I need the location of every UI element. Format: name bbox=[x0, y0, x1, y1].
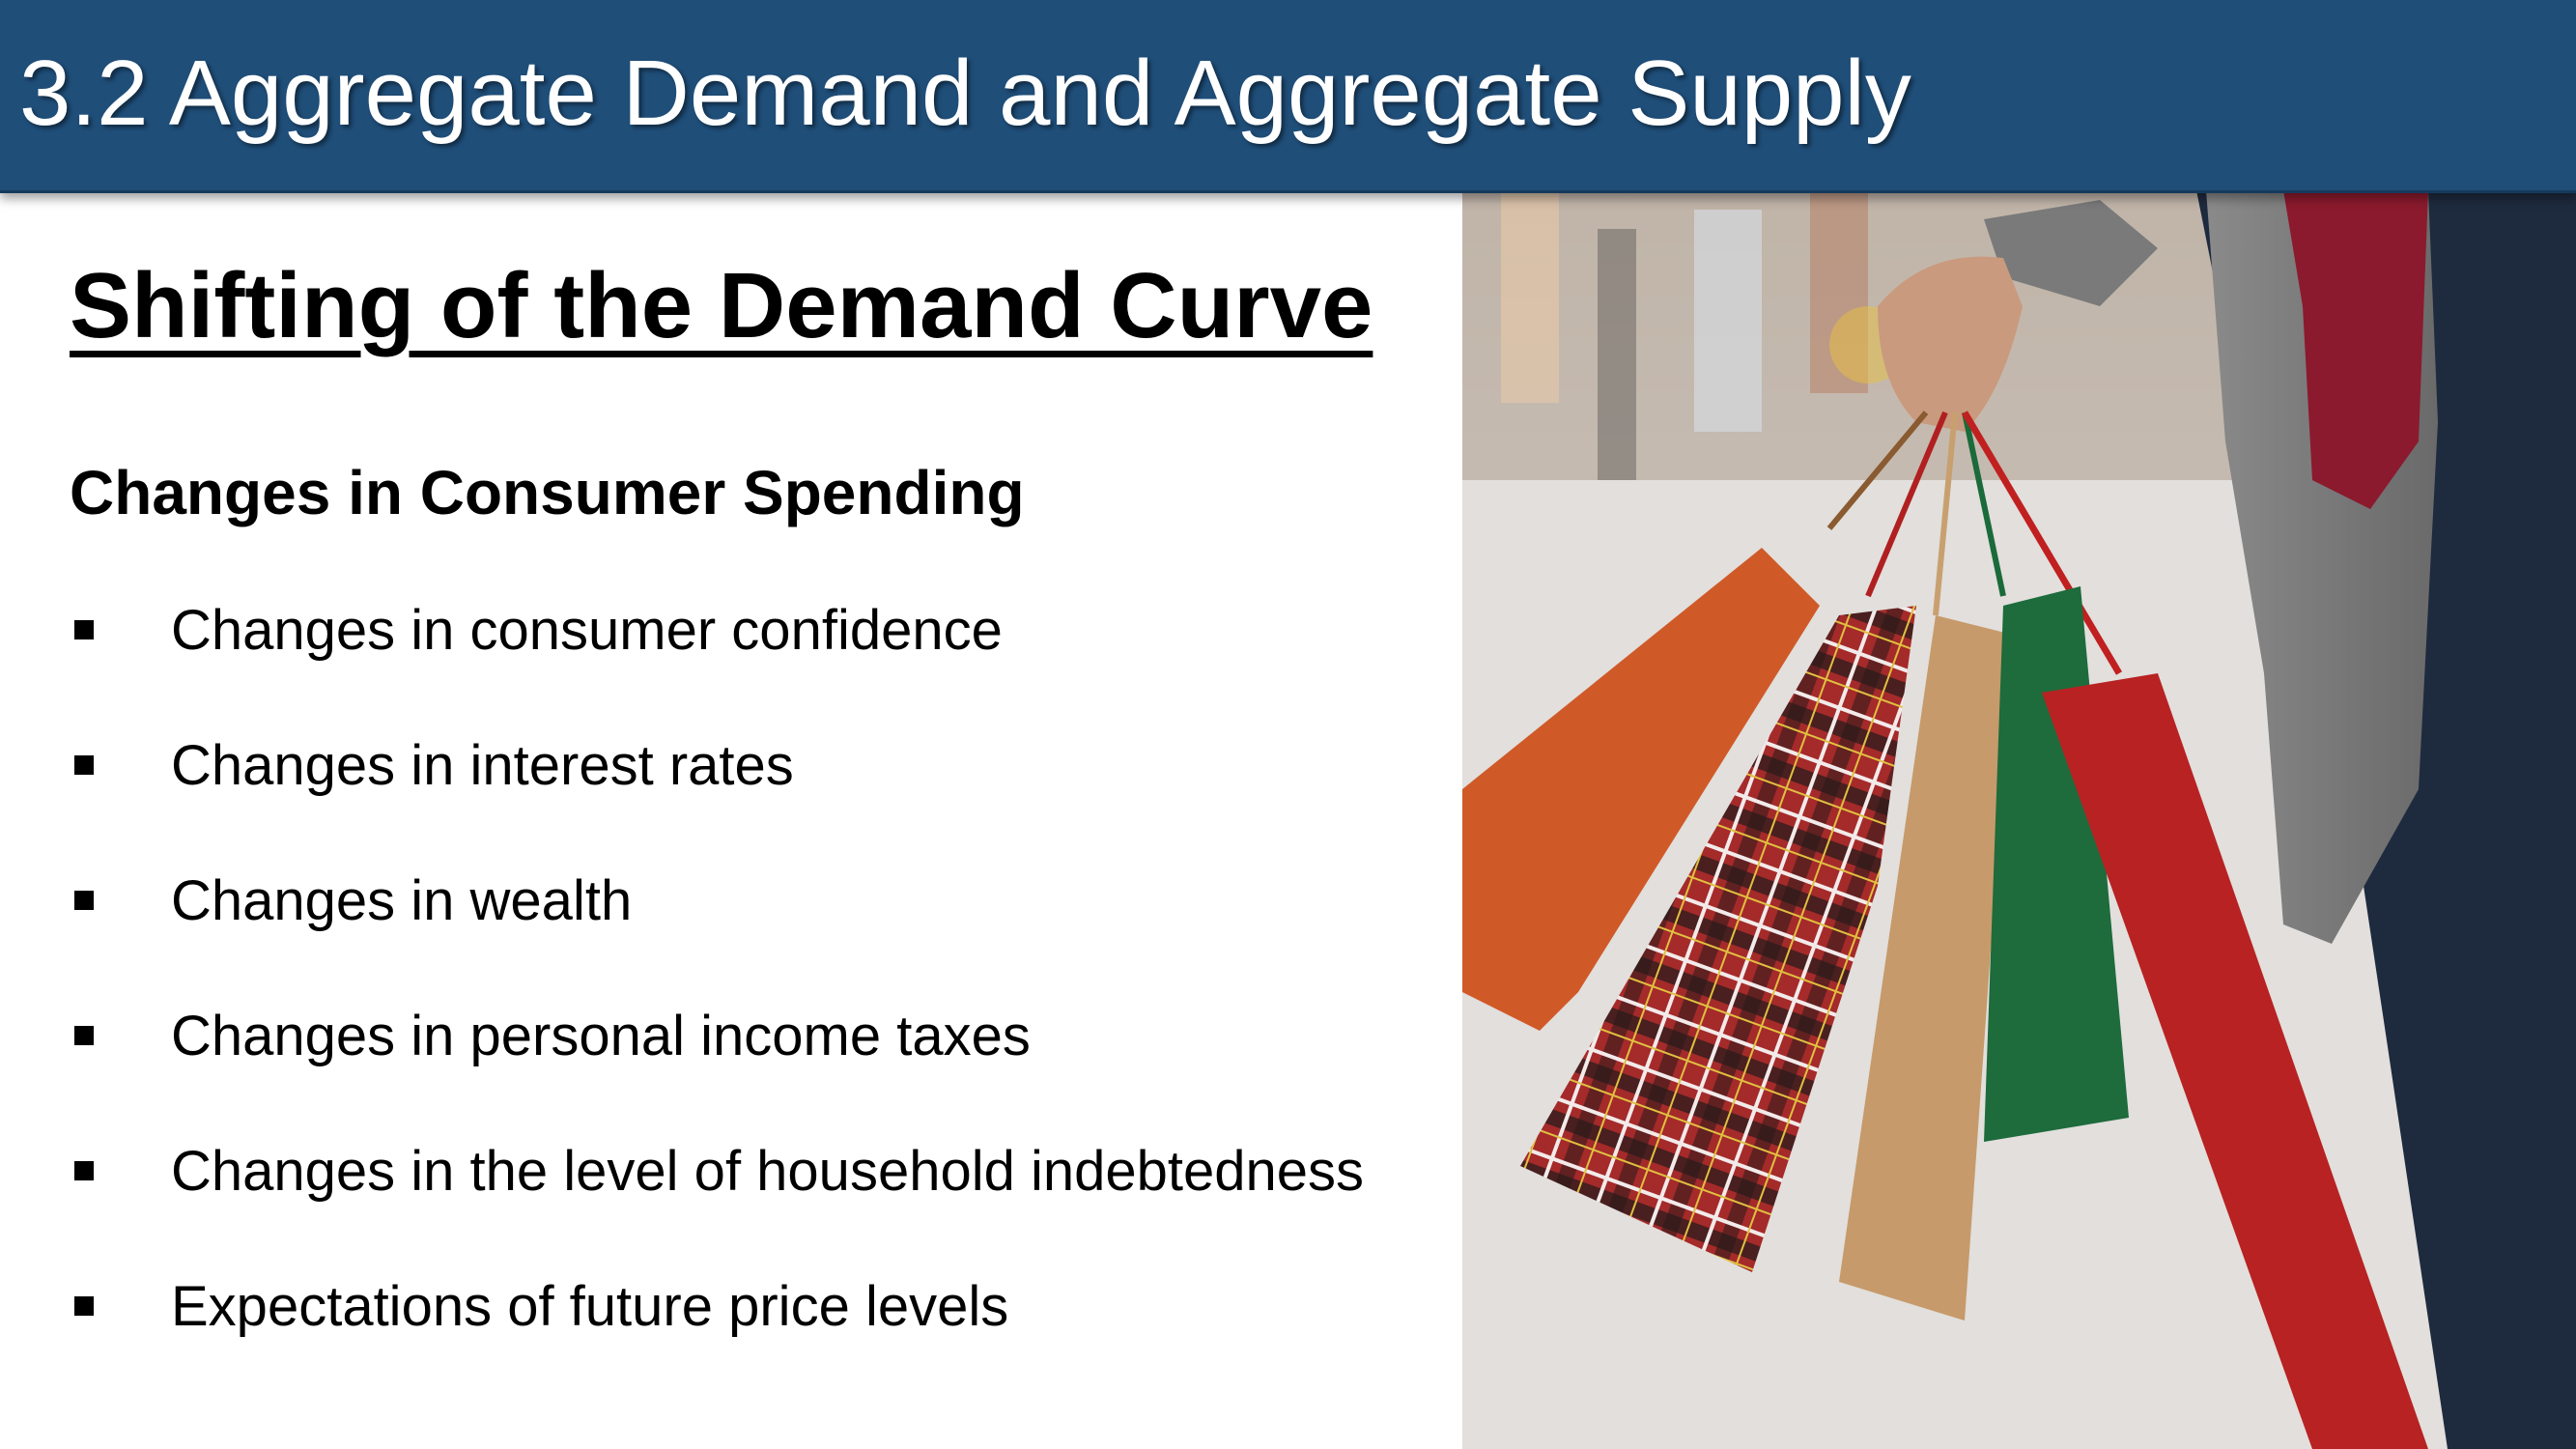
list-item: Expectations of future price levels bbox=[70, 1275, 1364, 1410]
list-item: Changes in consumer confidence bbox=[70, 599, 1364, 734]
list-item: Changes in personal income taxes bbox=[70, 1005, 1364, 1140]
square-bullet-icon bbox=[74, 891, 94, 910]
square-bullet-icon bbox=[74, 1296, 94, 1316]
bullet-text: Changes in personal income taxes bbox=[171, 1005, 1031, 1067]
bullet-text: Changes in interest rates bbox=[171, 734, 794, 797]
square-bullet-icon bbox=[74, 620, 94, 639]
list-item: Changes in the level of household indebt… bbox=[70, 1140, 1364, 1275]
title-bar: 3.2 Aggregate Demand and Aggregate Suppl… bbox=[0, 0, 2576, 193]
square-bullet-icon bbox=[74, 1161, 94, 1180]
square-bullet-icon bbox=[74, 1026, 94, 1045]
bullet-text: Changes in the level of household indebt… bbox=[171, 1140, 1365, 1203]
bullet-list: Changes in consumer confidence Changes i… bbox=[70, 599, 1364, 1410]
section-heading: Shifting of the Demand Curve bbox=[70, 254, 1373, 357]
shopping-bags-photo-icon bbox=[1462, 190, 2576, 1449]
bullet-text: Expectations of future price levels bbox=[171, 1275, 1009, 1338]
subheading: Changes in Consumer Spending bbox=[70, 458, 1025, 527]
list-item: Changes in interest rates bbox=[70, 734, 1364, 869]
slide-title: 3.2 Aggregate Demand and Aggregate Suppl… bbox=[19, 42, 1911, 145]
bullet-text: Changes in wealth bbox=[171, 869, 633, 932]
list-item: Changes in wealth bbox=[70, 869, 1364, 1005]
square-bullet-icon bbox=[74, 755, 94, 775]
bullet-text: Changes in consumer confidence bbox=[171, 599, 1003, 662]
